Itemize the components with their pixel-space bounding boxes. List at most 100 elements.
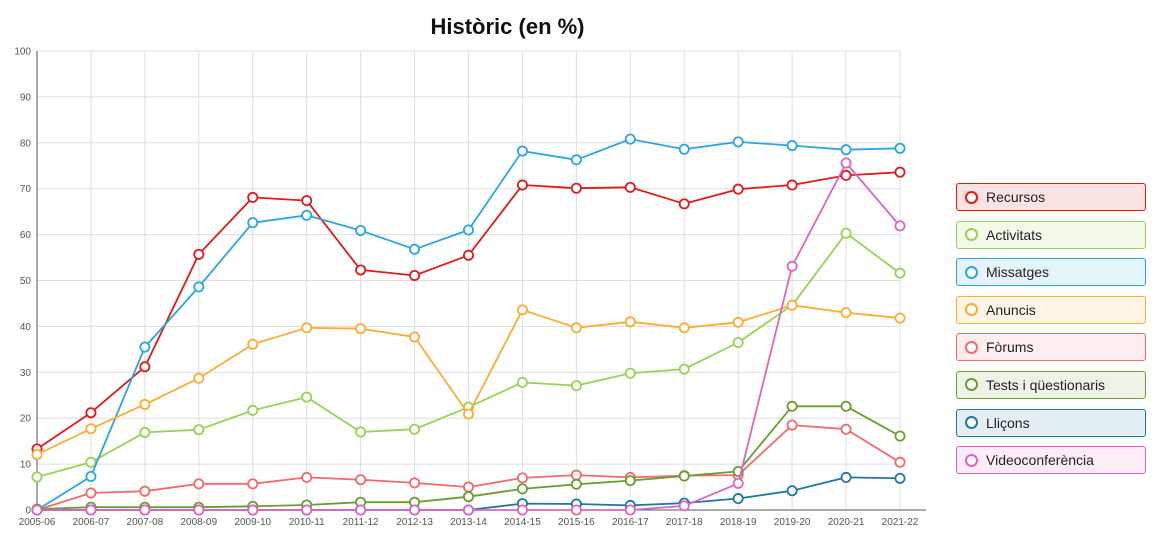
data-point-missatges bbox=[678, 143, 690, 155]
y-tick-label: 100 bbox=[14, 47, 31, 58]
legend-marker-icon bbox=[965, 303, 978, 317]
legend-item-missatges[interactable]: Missatges bbox=[956, 258, 1146, 287]
data-point-missatges bbox=[409, 243, 421, 255]
data-point-anuncis bbox=[462, 408, 474, 420]
data-point-videoconferencia bbox=[409, 504, 421, 516]
data-point-recursos bbox=[85, 407, 97, 419]
data-point-missatges bbox=[301, 209, 313, 221]
data-point-activitats bbox=[624, 367, 636, 379]
data-point-llicons bbox=[894, 472, 906, 484]
data-point-tests-i-questionaris bbox=[570, 478, 582, 490]
data-point-activitats bbox=[139, 426, 151, 438]
data-point-videoconferencia bbox=[786, 260, 798, 272]
x-tick-label: 2021-22 bbox=[882, 517, 919, 528]
data-point-videoconferencia bbox=[516, 504, 528, 516]
y-tick-label: 90 bbox=[20, 92, 32, 103]
x-tick-label: 2016-17 bbox=[612, 517, 649, 528]
data-point-activitats bbox=[840, 227, 852, 239]
data-point-videoconferencia bbox=[85, 504, 97, 516]
data-point-tests-i-questionaris bbox=[678, 470, 690, 482]
data-point-anuncis bbox=[301, 322, 313, 334]
data-point-anuncis bbox=[31, 448, 43, 460]
y-tick-label: 70 bbox=[20, 184, 32, 195]
data-point-missatges bbox=[786, 140, 798, 152]
data-point-anuncis bbox=[139, 398, 151, 410]
legend-item-llicons[interactable]: Lliçons bbox=[956, 408, 1146, 437]
x-tick-label: 2011-12 bbox=[343, 517, 379, 528]
data-point-activitats bbox=[409, 423, 421, 435]
x-tick-label: 2010-11 bbox=[289, 517, 325, 528]
data-point-missatges bbox=[247, 217, 259, 229]
legend-label: Videoconferència bbox=[986, 452, 1094, 469]
data-point-recursos bbox=[247, 191, 259, 203]
data-point-missatges bbox=[355, 224, 367, 236]
legend-marker-icon bbox=[965, 190, 978, 204]
y-tick-label: 30 bbox=[20, 368, 32, 379]
legend-label: Missatges bbox=[986, 264, 1050, 281]
data-point-forums bbox=[301, 471, 313, 483]
y-tick-label: 80 bbox=[20, 138, 32, 149]
data-point-videoconferencia bbox=[247, 504, 259, 516]
legend-item-videoconferencia[interactable]: Videoconferència bbox=[956, 446, 1146, 475]
legend: Recursos Activitats Missatges Anuncis Fòrums… bbox=[956, 183, 1146, 484]
data-point-videoconferencia bbox=[193, 504, 205, 516]
data-point-anuncis bbox=[894, 312, 906, 324]
data-point-anuncis bbox=[840, 307, 852, 319]
data-point-forums bbox=[894, 456, 906, 468]
legend-marker-icon bbox=[965, 378, 978, 392]
x-tick-label: 2014-15 bbox=[504, 517, 541, 528]
data-point-forums bbox=[193, 478, 205, 490]
data-point-tests-i-questionaris bbox=[840, 400, 852, 412]
data-point-missatges bbox=[193, 281, 205, 293]
series-activitats bbox=[31, 227, 906, 483]
legend-item-anuncis[interactable]: Anuncis bbox=[956, 295, 1146, 324]
data-point-videoconferencia bbox=[31, 504, 43, 516]
data-point-anuncis bbox=[193, 372, 205, 384]
data-point-recursos bbox=[678, 198, 690, 210]
data-point-anuncis bbox=[786, 299, 798, 311]
x-tick-label: 2005-06 bbox=[19, 517, 56, 528]
data-point-missatges bbox=[139, 341, 151, 353]
data-point-activitats bbox=[516, 376, 528, 388]
data-point-missatges bbox=[894, 142, 906, 154]
grid bbox=[36, 50, 901, 511]
data-point-anuncis bbox=[624, 316, 636, 328]
data-point-recursos bbox=[570, 182, 582, 194]
legend-item-activitats[interactable]: Activitats bbox=[956, 220, 1146, 249]
tick-labels: 0 10 20 30 40 50 60 70 80 90 100 2005-06 2006-07 2007… bbox=[14, 47, 918, 529]
data-point-activitats bbox=[31, 471, 43, 483]
data-point-forums bbox=[355, 474, 367, 486]
data-point-recursos bbox=[624, 181, 636, 193]
legend-marker-icon bbox=[965, 265, 978, 279]
legend-label: Fòrums bbox=[986, 339, 1034, 356]
data-point-tests-i-questionaris bbox=[786, 400, 798, 412]
data-point-tests-i-questionaris bbox=[462, 491, 474, 503]
data-point-recursos bbox=[732, 183, 744, 195]
data-point-tests-i-questionaris bbox=[624, 475, 636, 487]
data-point-recursos bbox=[193, 248, 205, 260]
data-point-recursos bbox=[462, 249, 474, 261]
series-recursos bbox=[31, 166, 906, 455]
legend-marker-icon bbox=[965, 416, 978, 430]
data-point-missatges bbox=[732, 136, 744, 148]
data-point-activitats bbox=[355, 426, 367, 438]
y-tick-label: 20 bbox=[20, 414, 32, 425]
legend-label: Anuncis bbox=[986, 301, 1036, 318]
legend-label: Activitats bbox=[986, 226, 1043, 243]
data-point-activitats bbox=[678, 363, 690, 375]
data-point-anuncis bbox=[732, 316, 744, 328]
legend-item-tests-i-questionaris[interactable]: Tests i qüestionaris bbox=[956, 370, 1146, 399]
data-point-activitats bbox=[570, 380, 582, 392]
legend-item-forums[interactable]: Fòrums bbox=[956, 333, 1146, 362]
y-tick-label: 50 bbox=[20, 276, 32, 287]
data-point-missatges bbox=[462, 224, 474, 236]
data-point-forums bbox=[139, 485, 151, 497]
data-point-videoconferencia bbox=[139, 504, 151, 516]
data-point-videoconferencia bbox=[355, 504, 367, 516]
data-point-videoconferencia bbox=[732, 477, 744, 489]
x-tick-label: 2018-19 bbox=[720, 517, 757, 528]
legend-item-recursos[interactable]: Recursos bbox=[956, 183, 1146, 211]
data-point-recursos bbox=[894, 166, 906, 178]
data-point-recursos bbox=[516, 179, 528, 191]
